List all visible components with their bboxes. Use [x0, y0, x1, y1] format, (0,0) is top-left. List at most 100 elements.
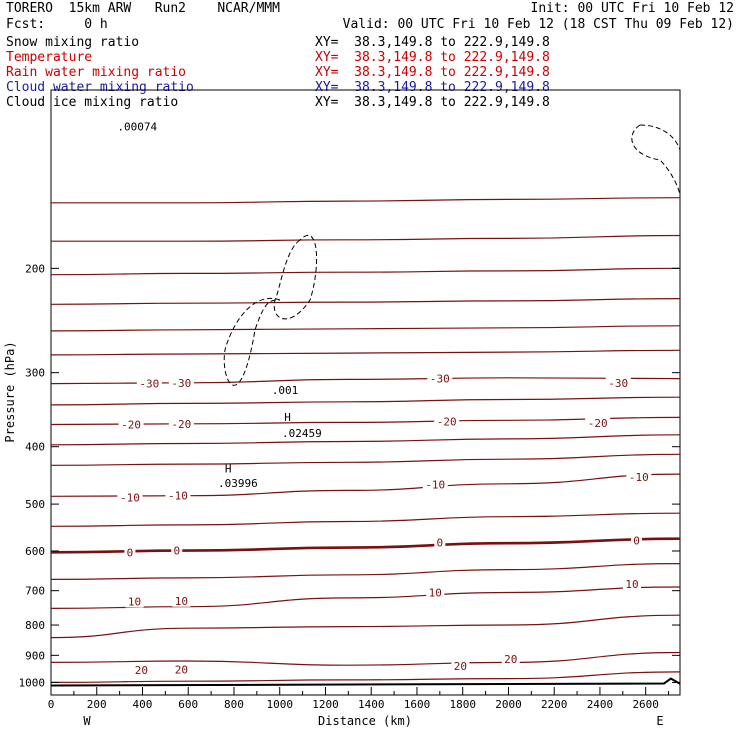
contour-label-bg	[451, 659, 470, 672]
contour-label: 0	[127, 546, 134, 559]
contour-label-bg	[434, 415, 460, 428]
field-name: Temperature	[6, 50, 93, 65]
field-xy: XY= 38.3,149.8 to 222.9,149.8	[315, 35, 550, 50]
contour-label: 20	[504, 653, 517, 666]
isotherm-line	[50, 473, 681, 497]
contour-label-bg	[422, 478, 448, 491]
isotherm-line	[50, 614, 681, 639]
contour-label-bg	[605, 376, 631, 389]
field-name: Cloud ice mixing ratio	[6, 95, 179, 110]
contour-label-bg	[501, 653, 520, 666]
contour-label-bg	[172, 663, 191, 676]
isotherm-line	[50, 537, 681, 554]
x-tick-label: 200	[87, 698, 107, 711]
contour-label: -30	[139, 378, 159, 391]
contour-label: -10	[629, 471, 649, 484]
contour-label: -30	[608, 377, 628, 390]
isotherm-line	[50, 563, 681, 580]
contour-label: -10	[425, 478, 445, 491]
y-tick-label: 900	[25, 649, 45, 662]
y-tick-label: 700	[25, 585, 45, 598]
east-label: E	[656, 714, 663, 728]
contour-label: -30	[171, 377, 191, 390]
contour-label-bg	[117, 491, 143, 504]
x-tick-label: 1800	[449, 698, 476, 711]
cloud-value-label: H	[284, 411, 291, 424]
y-tick-label: 600	[25, 545, 45, 558]
cloud-value-label: .03996	[218, 477, 258, 490]
contour-label: 10	[175, 595, 188, 608]
contour-label: -20	[437, 416, 457, 429]
x-tick-label: 1400	[358, 698, 385, 711]
contour-label-bg	[165, 489, 191, 502]
y-tick-label: 800	[25, 619, 45, 632]
contour-label-bg	[427, 372, 453, 385]
x-tick-label: 0	[48, 698, 55, 711]
y-tick-label: 1000	[19, 676, 46, 689]
isotherm-line	[50, 651, 681, 666]
contour-label-bg	[171, 544, 183, 557]
contour-label-bg	[426, 586, 445, 599]
isotherm-line	[50, 349, 681, 356]
contour-label: 10	[429, 587, 442, 600]
x-tick-label: 600	[178, 698, 198, 711]
contour-label-bg	[124, 546, 136, 559]
snow-contour	[639, 124, 681, 151]
contour-label: 20	[135, 664, 148, 677]
west-label: W	[83, 714, 91, 728]
contour-label: -20	[121, 419, 141, 432]
contour-label: 20	[175, 664, 188, 677]
contour-label: 20	[454, 660, 467, 673]
isotherm-line	[50, 197, 681, 204]
model-header: TORERO 15km ARW Run2 NCAR/MMM	[6, 1, 280, 16]
field-name: Snow mixing ratio	[6, 35, 140, 50]
contour-label: 0	[173, 545, 180, 558]
isotherm-line	[50, 512, 681, 527]
contour-label-bg	[136, 377, 162, 390]
contour-label: 10	[625, 578, 638, 591]
cloud-ice-contour	[223, 297, 281, 386]
contour-label-bg	[132, 663, 151, 676]
field-xy: XY= 38.3,149.8 to 222.9,149.8	[315, 95, 550, 110]
contour-label-bg	[168, 376, 194, 389]
terrain-line	[50, 677, 681, 687]
field-xy: XY= 38.3,149.8 to 222.9,149.8	[315, 65, 550, 80]
init-time: Init: 00 UTC Fri 10 Feb 12	[530, 1, 735, 16]
contour-label: -30	[430, 373, 450, 386]
x-tick-label: 1200	[312, 698, 339, 711]
snow-contour	[631, 124, 681, 196]
y-axis-title: Pressure (hPa)	[3, 341, 17, 442]
valid-time: Valid: 00 UTC Fri 10 Feb 12 (18 CST Thu …	[342, 17, 734, 32]
isotherm-line	[50, 298, 681, 305]
contour-label: -20	[171, 418, 191, 431]
contour-label-bg	[434, 536, 446, 549]
y-tick-label: 400	[25, 441, 45, 454]
plot-frame	[50, 89, 681, 696]
contour-label-bg	[585, 417, 611, 430]
contour-label-bg	[631, 534, 643, 547]
contour-label-bg	[172, 594, 191, 607]
x-tick-label: 2200	[541, 698, 568, 711]
contour-label: 10	[128, 595, 141, 608]
contour-label: -10	[168, 490, 188, 503]
contour-label-bg	[168, 417, 194, 430]
contour-label: 0	[437, 537, 444, 550]
x-tick-label: 2400	[587, 698, 614, 711]
x-axis-title: Distance (km)	[318, 714, 412, 728]
contour-label: 0	[633, 535, 640, 548]
isotherm-line	[50, 434, 681, 446]
field-name: Cloud water mixing ratio	[6, 80, 194, 95]
contour-label-bg	[626, 470, 652, 483]
x-tick-label: 2600	[632, 698, 659, 711]
y-tick-label: 300	[25, 367, 45, 380]
cloud-value-label: H	[225, 462, 232, 475]
contour-label-bg	[125, 595, 144, 608]
field-name: Rain water mixing ratio	[6, 65, 187, 80]
x-tick-label: 1000	[266, 698, 293, 711]
isotherm-line	[50, 416, 681, 426]
contour-label: -10	[120, 491, 140, 504]
x-tick-label: 2000	[495, 698, 522, 711]
x-tick-label: 400	[133, 698, 153, 711]
isotherm-line	[50, 453, 681, 466]
